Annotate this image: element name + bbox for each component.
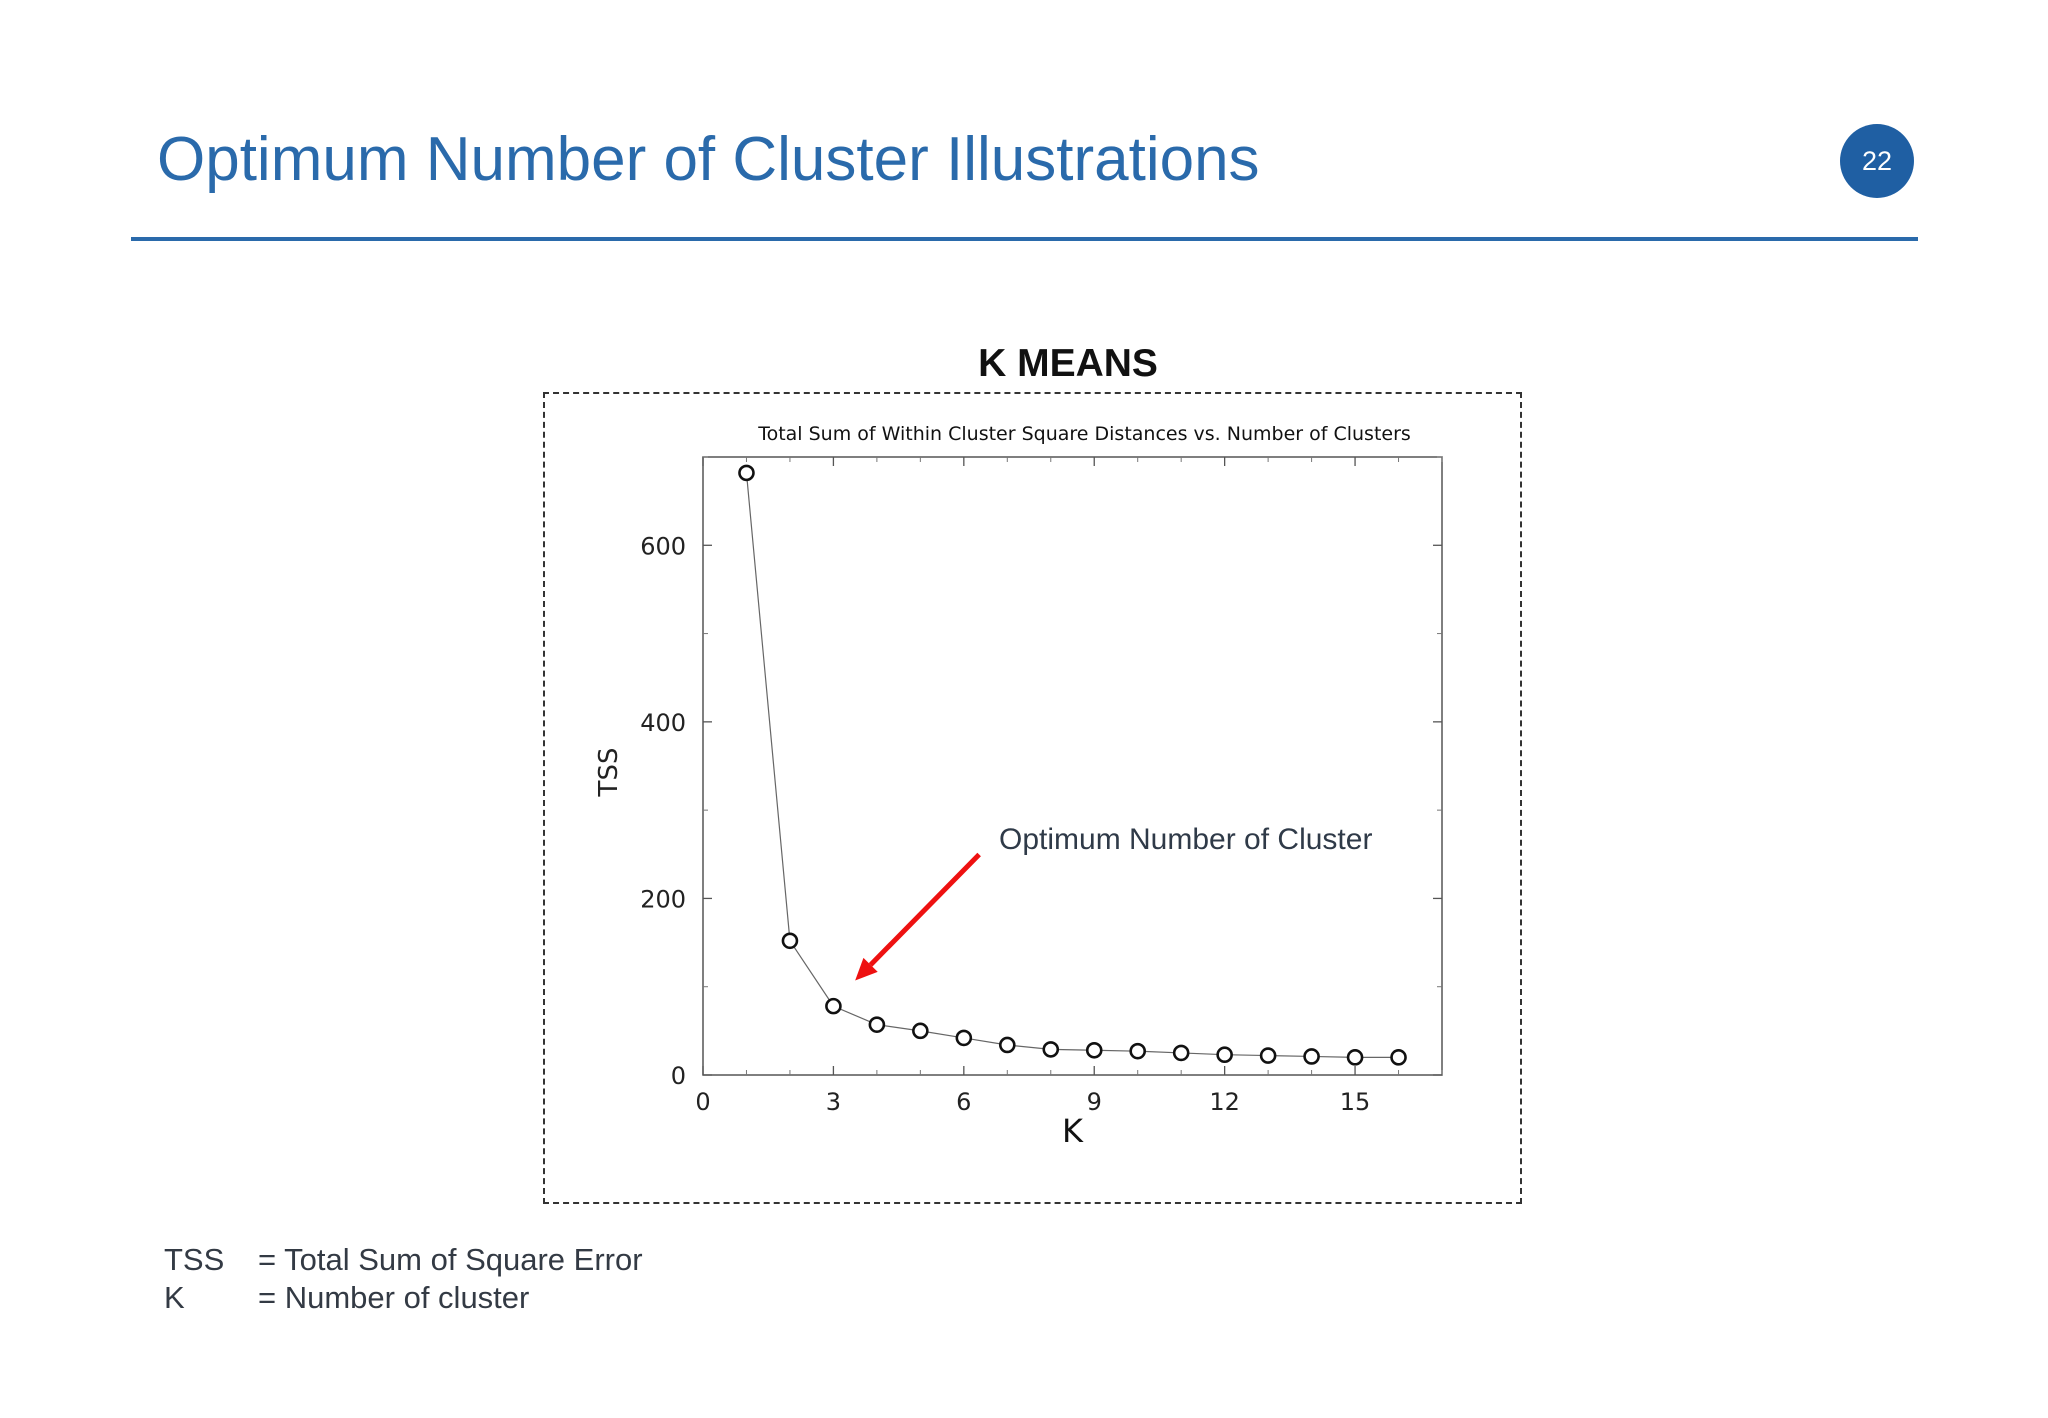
- y-tick-label: 0: [671, 1062, 686, 1090]
- x-tick-label: 0: [695, 1088, 710, 1116]
- definition-term: TSS: [164, 1242, 225, 1277]
- data-point: [1129, 1042, 1147, 1060]
- data-point: [1259, 1047, 1277, 1064]
- data-point: [868, 1016, 886, 1033]
- definitions: TSS = Total Sum of Square Error K = Numb…: [164, 1241, 643, 1317]
- y-tick-label: 400: [640, 709, 686, 737]
- y-tick-label: 200: [640, 885, 686, 913]
- y-axis-label: TSS: [594, 748, 624, 798]
- series-line: [745, 472, 1399, 1058]
- data-point: [1042, 1041, 1060, 1058]
- x-tick-label: 3: [826, 1088, 841, 1116]
- annotation-arrowhead: [855, 957, 878, 981]
- definition-text: = Number of cluster: [258, 1280, 530, 1315]
- data-point: [1085, 1041, 1103, 1059]
- x-axis-label: K: [1062, 1112, 1084, 1150]
- data-point: [781, 932, 799, 950]
- definition-row: TSS = Total Sum of Square Error: [164, 1241, 643, 1279]
- definition-row: K = Number of cluster: [164, 1279, 643, 1317]
- data-point: [912, 1022, 929, 1040]
- y-tick-label: 600: [640, 532, 686, 560]
- data-point: [825, 997, 842, 1015]
- annotation-label: Optimum Number of Cluster: [999, 823, 1372, 856]
- data-point: [955, 1029, 973, 1047]
- x-tick-label: 9: [1087, 1088, 1102, 1116]
- title-divider: [131, 237, 1918, 241]
- chart-title: Total Sum of Within Cluster Square Dista…: [757, 423, 1411, 445]
- data-point: [1346, 1049, 1364, 1066]
- plot-area: [702, 456, 1443, 1076]
- x-tick-label: 6: [956, 1088, 971, 1116]
- definition-text: = Total Sum of Square Error: [258, 1242, 643, 1277]
- x-tick-label: 12: [1209, 1088, 1240, 1116]
- x-tick-label: 15: [1340, 1088, 1371, 1116]
- chart-heading: K MEANS: [978, 342, 1158, 385]
- data-point: [1172, 1044, 1190, 1062]
- chart-frame: [543, 392, 1522, 1204]
- data-point: [1303, 1048, 1320, 1065]
- definition-term: K: [164, 1280, 185, 1315]
- data-point: [998, 1036, 1016, 1054]
- slide-title: Optimum Number of Cluster Illustrations: [157, 125, 1260, 194]
- page-number-badge: 22: [1840, 124, 1914, 198]
- data-point: [1216, 1046, 1233, 1063]
- data-point: [1390, 1049, 1407, 1066]
- annotation-arrow: [868, 852, 981, 967]
- data-point: [738, 464, 755, 482]
